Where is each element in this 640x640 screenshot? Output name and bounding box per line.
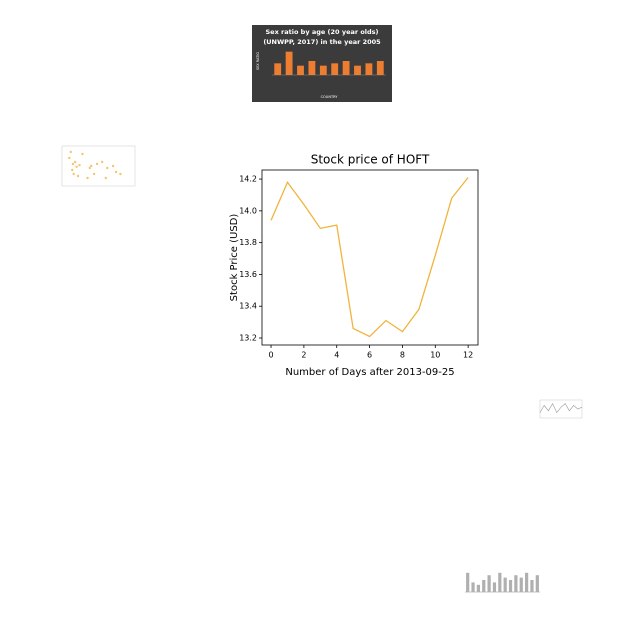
x-tick-label: 10 xyxy=(430,351,440,360)
bar xyxy=(354,65,361,75)
y-axis-label: SEX RATIO xyxy=(256,52,260,71)
point xyxy=(90,164,93,168)
y-axis-label: Stock Price (USD) xyxy=(229,214,240,302)
x-tick-label: 2 xyxy=(301,351,306,360)
bar xyxy=(297,65,304,75)
point xyxy=(88,166,91,170)
point xyxy=(72,172,75,176)
y-tick-label: 14.0 xyxy=(239,206,257,215)
bar xyxy=(466,572,470,592)
bar xyxy=(514,575,518,592)
x-tick-label: 4 xyxy=(334,351,339,360)
bar xyxy=(482,580,486,592)
point xyxy=(95,162,99,166)
point xyxy=(81,152,84,156)
bar xyxy=(519,577,523,592)
point xyxy=(71,162,75,166)
y-tick-label: 13.8 xyxy=(239,238,257,247)
chart-title: Stock price of HOFT xyxy=(311,153,430,167)
bar xyxy=(503,577,507,592)
point xyxy=(86,176,89,180)
plot-frame xyxy=(539,399,583,419)
plot-frame xyxy=(61,145,136,187)
point xyxy=(71,168,74,172)
point xyxy=(111,164,115,168)
point xyxy=(78,164,81,167)
line xyxy=(270,177,469,338)
point xyxy=(68,156,71,160)
bar xyxy=(365,63,373,75)
bar xyxy=(535,575,539,592)
point xyxy=(114,170,118,174)
bar xyxy=(530,580,534,592)
plot-frame xyxy=(261,169,479,346)
x-tick-label: 12 xyxy=(463,351,473,360)
bar xyxy=(331,63,339,75)
point xyxy=(69,150,72,154)
bar xyxy=(476,584,480,592)
point xyxy=(104,176,108,180)
chart-title: (UNWPP, 2017) in the year 2005 xyxy=(263,38,381,46)
bar xyxy=(308,61,316,75)
point xyxy=(76,174,80,178)
x-tick-label: 0 xyxy=(268,351,273,360)
bar xyxy=(274,63,282,75)
bar xyxy=(508,580,513,592)
bar xyxy=(498,572,502,592)
bar xyxy=(471,582,475,592)
point xyxy=(73,160,77,164)
bar xyxy=(342,61,350,75)
point xyxy=(119,172,122,176)
x-axis-label: COUNTRY xyxy=(321,95,339,99)
point xyxy=(100,160,104,164)
chart-title: Sex ratio by age (20 year olds) xyxy=(265,28,378,36)
bar xyxy=(525,572,529,592)
bar xyxy=(319,65,327,75)
x-tick-label: 6 xyxy=(367,351,372,360)
line xyxy=(539,402,583,414)
point xyxy=(92,172,96,176)
bar xyxy=(285,51,293,75)
point xyxy=(75,165,78,168)
y-tick-label: 13.4 xyxy=(239,302,257,311)
y-tick-label: 13.6 xyxy=(239,270,257,279)
x-tick-label: 8 xyxy=(400,351,405,360)
y-tick-label: 14.2 xyxy=(239,175,257,184)
bar xyxy=(487,575,491,592)
y-tick-label: 13.2 xyxy=(239,334,257,343)
x-axis-label: Number of Days after 2013-09-25 xyxy=(285,367,454,378)
bar xyxy=(376,61,384,75)
bar xyxy=(492,582,497,592)
point xyxy=(106,166,109,170)
